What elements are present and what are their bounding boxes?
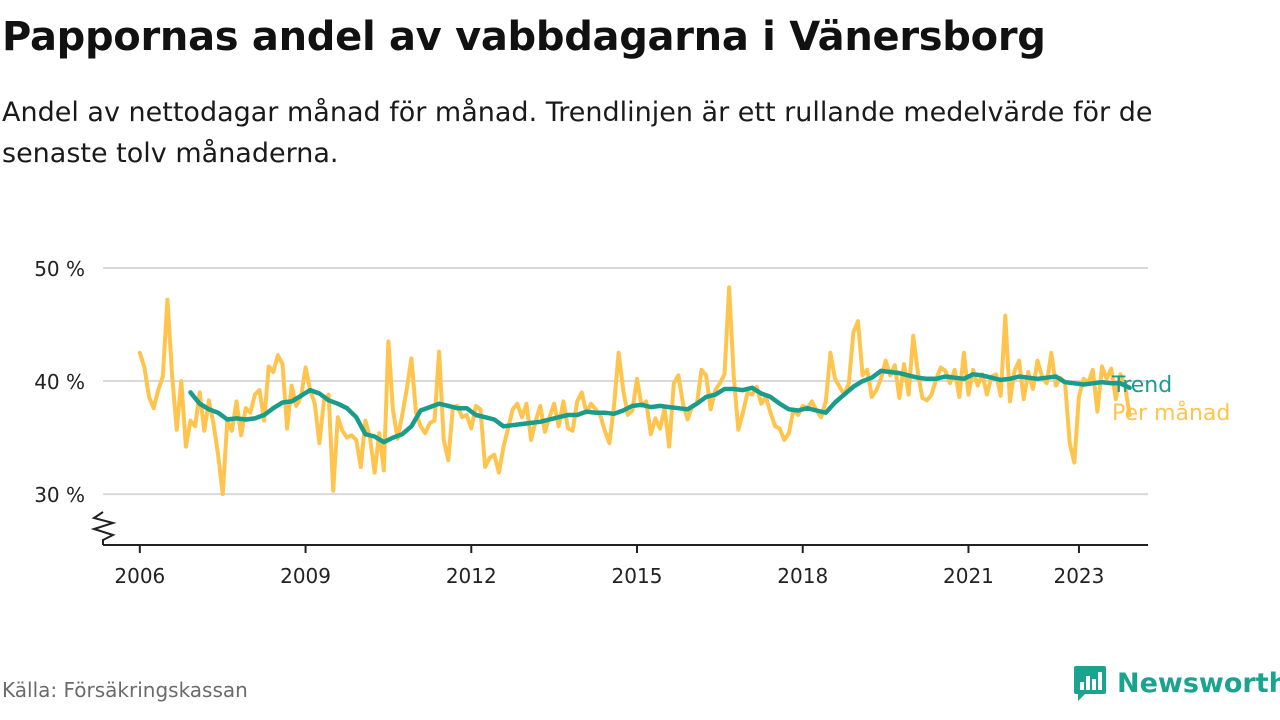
grid-lines bbox=[103, 267, 1148, 496]
y-axis: 30 % 40 % 50 % bbox=[34, 257, 117, 545]
line-chart: 2006 2009 2012 2015 2018 2021 2023 30 % 40 % 50 … bbox=[34, 257, 1230, 588]
x-tick-label: 2012 bbox=[446, 564, 497, 588]
source-note: Källa: Försäkringskassan bbox=[2, 678, 248, 702]
y-tick-label: 30 % bbox=[34, 483, 85, 507]
x-axis: 2006 2009 2012 2015 2018 2021 2023 bbox=[103, 544, 1148, 588]
x-tick-label: 2021 bbox=[943, 564, 994, 588]
x-tick-label: 2023 bbox=[1053, 564, 1104, 588]
series-lines bbox=[137, 285, 1132, 497]
x-tick-label: 2015 bbox=[612, 564, 663, 588]
x-tick-label: 2018 bbox=[777, 564, 828, 588]
series-line-per-manad bbox=[137, 285, 1132, 497]
axis-break-icon bbox=[90, 511, 117, 545]
newsworthy-logo: Newsworthy bbox=[1073, 664, 1280, 702]
y-tick-label: 40 % bbox=[34, 370, 85, 394]
chart-title: Pappornas andel av vabbdagarna i Vänersb… bbox=[2, 14, 1046, 60]
brand-name: Newsworthy bbox=[1117, 667, 1280, 699]
newsworthy-logo-icon bbox=[1074, 666, 1106, 701]
legend-label-per-manad: Per månad bbox=[1112, 400, 1230, 426]
legend-label-trend: Trend bbox=[1111, 373, 1172, 398]
chart-subtitle: Andel av nettodagar månad för månad. Tre… bbox=[2, 97, 1153, 169]
x-tick-label: 2006 bbox=[114, 564, 165, 588]
y-tick-label: 50 % bbox=[34, 257, 85, 281]
x-tick-label: 2009 bbox=[280, 564, 331, 588]
series-line-trend bbox=[188, 368, 1132, 445]
